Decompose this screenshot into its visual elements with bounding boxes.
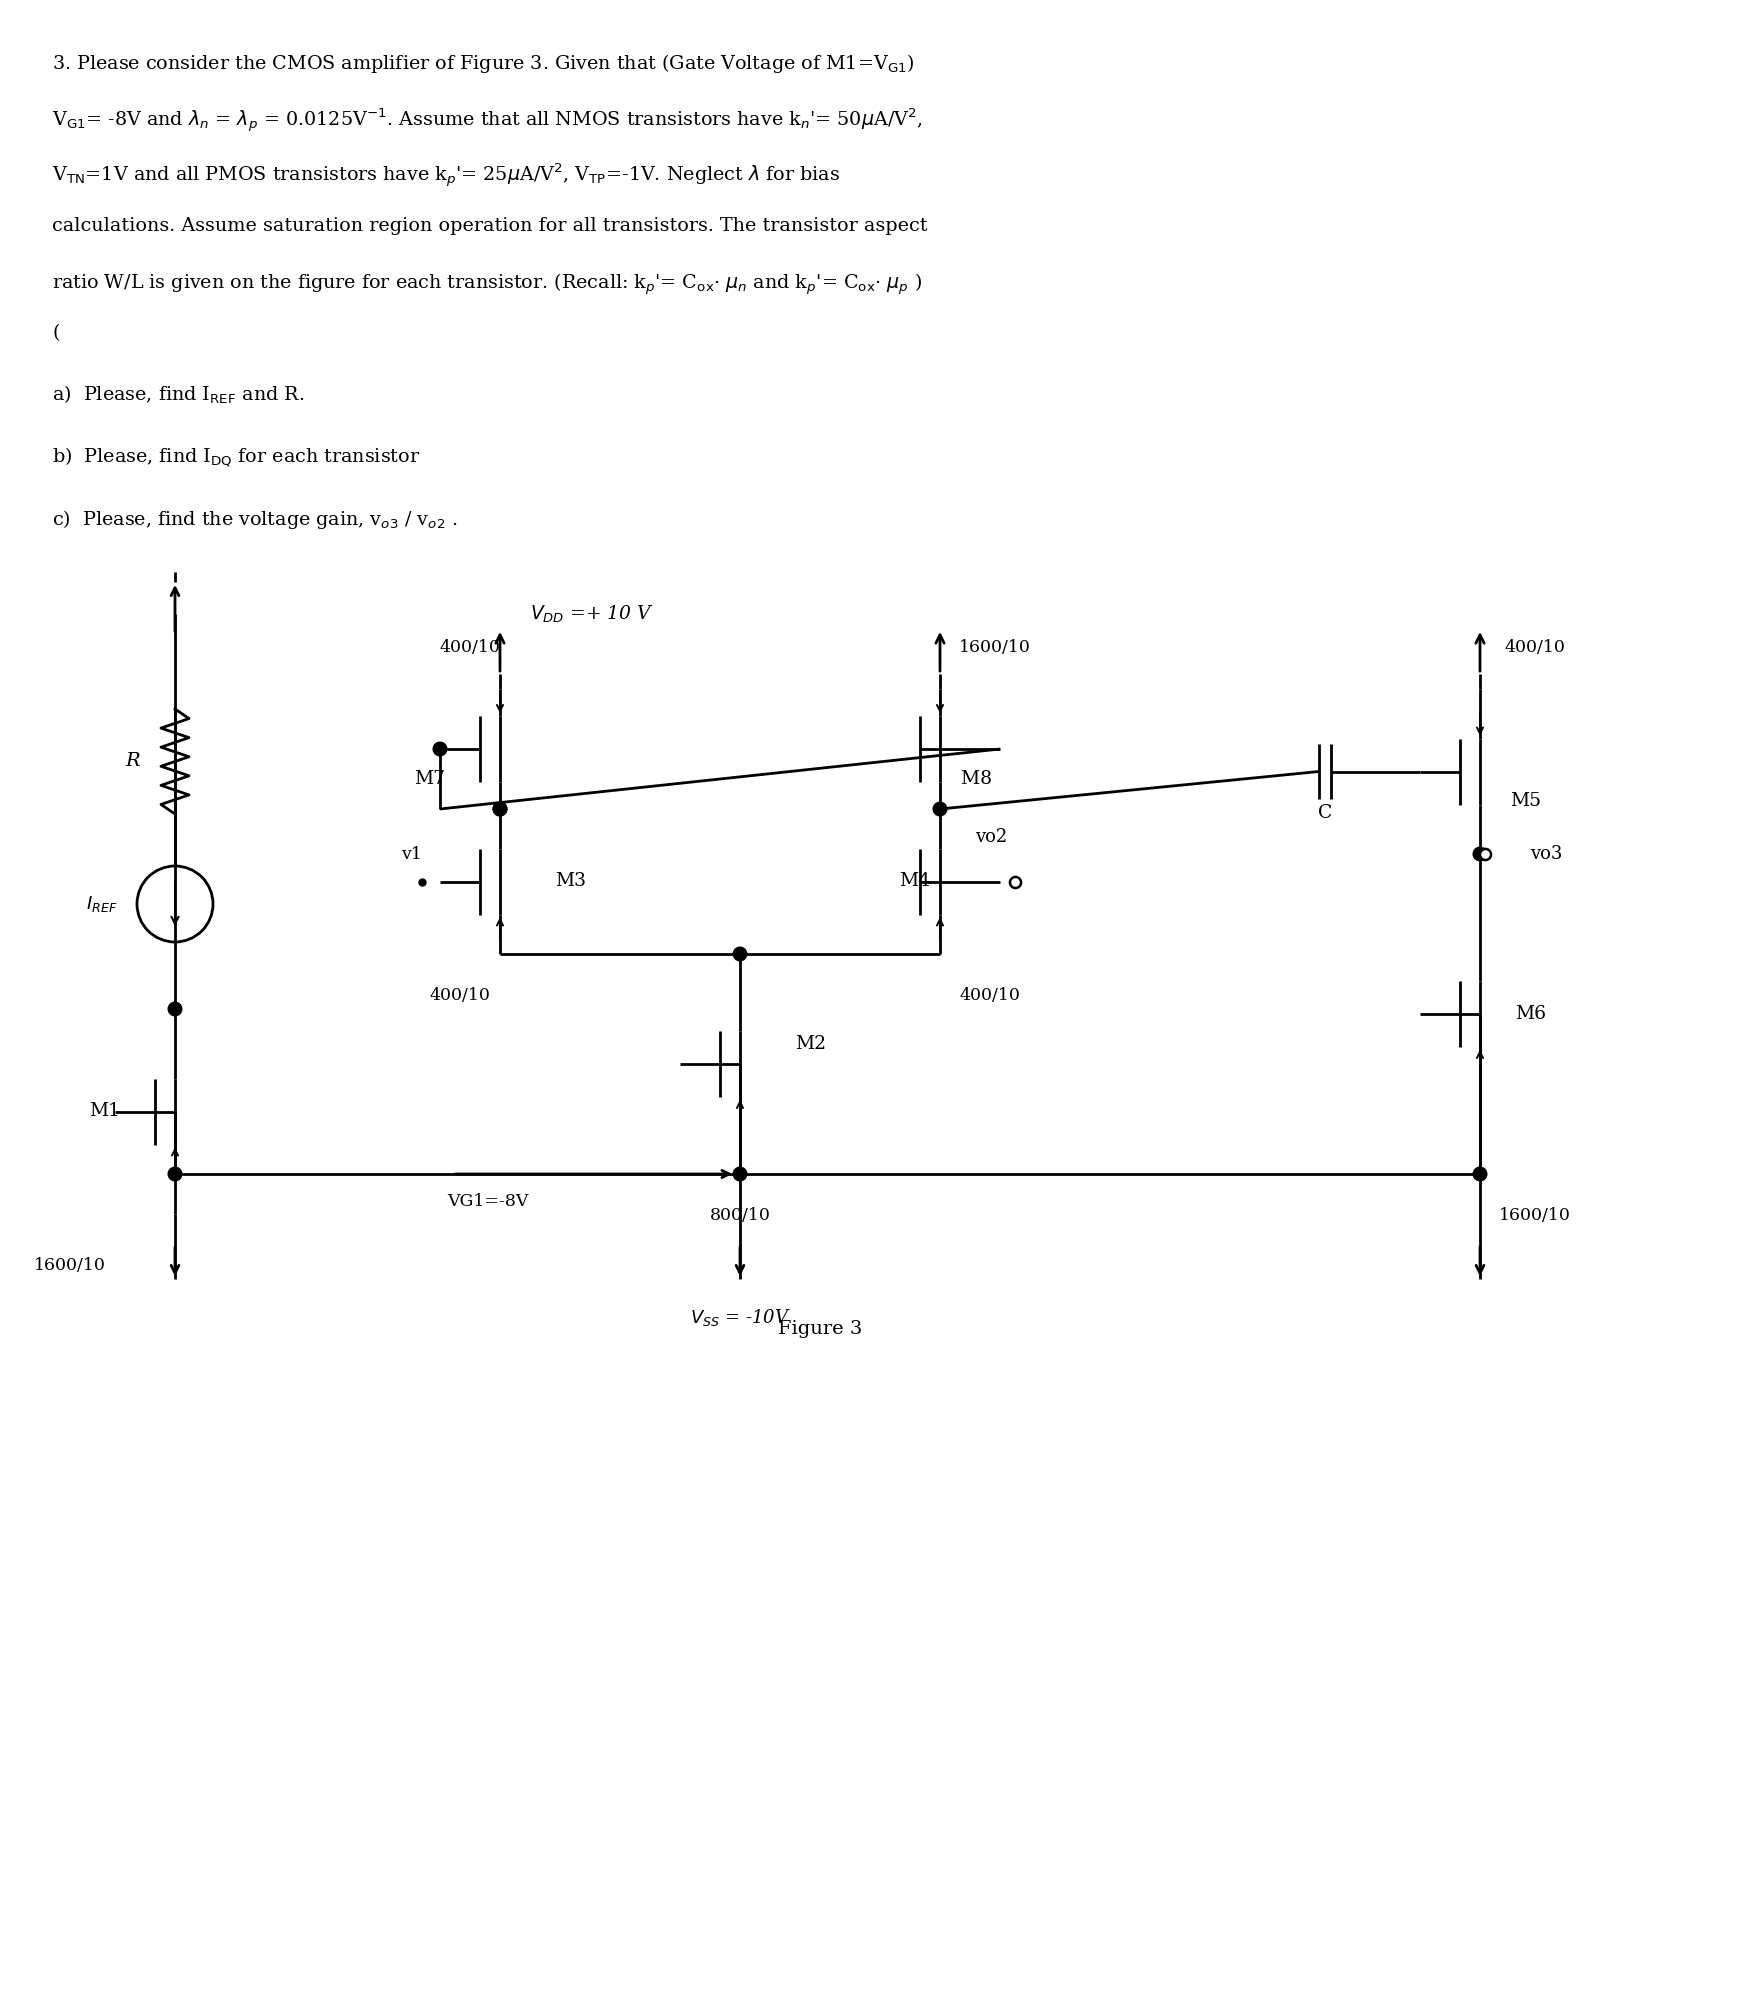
Text: vo2: vo2 — [975, 828, 1007, 846]
Text: V$_{\mathrm{TN}}$=1V and all PMOS transistors have k$_p$'= 25$\mu$A/V$^2$, V$_{\: V$_{\mathrm{TN}}$=1V and all PMOS transi… — [53, 161, 840, 189]
Circle shape — [169, 1003, 181, 1015]
Circle shape — [1472, 1168, 1486, 1180]
Circle shape — [169, 1168, 181, 1180]
Text: ratio W/L is given on the figure for each transistor. (Recall: k$_p$'= C$_{\math: ratio W/L is given on the figure for eac… — [53, 272, 921, 298]
Text: C: C — [1318, 804, 1332, 822]
Circle shape — [432, 743, 446, 755]
Circle shape — [733, 947, 747, 961]
Circle shape — [494, 802, 506, 816]
Text: R: R — [125, 753, 141, 771]
Text: M1: M1 — [90, 1102, 119, 1120]
Text: v1: v1 — [401, 846, 422, 864]
Circle shape — [494, 802, 506, 816]
Text: vo3: vo3 — [1529, 846, 1562, 864]
Text: b)  Please, find I$_{\mathrm{DQ}}$ for each transistor: b) Please, find I$_{\mathrm{DQ}}$ for ea… — [53, 445, 420, 469]
Text: V$_{\mathrm{G1}}$= -8V and $\lambda_n$ = $\lambda_p$ = 0.0125V$^{-1}$. Assume th: V$_{\mathrm{G1}}$= -8V and $\lambda_n$ =… — [53, 107, 922, 135]
Text: Figure 3: Figure 3 — [777, 1319, 861, 1337]
Text: calculations. Assume saturation region operation for all transistors. The transi: calculations. Assume saturation region o… — [53, 218, 928, 236]
Text: 3. Please consider the CMOS amplifier of Figure 3. Given that (Gate Voltage of M: 3. Please consider the CMOS amplifier of… — [53, 52, 914, 75]
Text: M4: M4 — [898, 872, 929, 890]
Text: 400/10: 400/10 — [1504, 638, 1564, 655]
Text: $V_{DD}$ =+ 10 V: $V_{DD}$ =+ 10 V — [529, 604, 654, 624]
Text: 1600/10: 1600/10 — [959, 638, 1030, 655]
Text: $I_{REF}$: $I_{REF}$ — [86, 894, 118, 914]
Circle shape — [733, 1168, 747, 1180]
Text: 1600/10: 1600/10 — [1499, 1208, 1571, 1225]
Circle shape — [1472, 848, 1486, 860]
Text: 400/10: 400/10 — [439, 638, 501, 655]
Text: VG1=-8V: VG1=-8V — [446, 1192, 527, 1210]
Text: 1600/10: 1600/10 — [33, 1257, 105, 1275]
Text: $V_{SS}$ = -10V: $V_{SS}$ = -10V — [689, 1307, 791, 1327]
Text: 400/10: 400/10 — [959, 987, 1019, 1005]
Text: c)  Please, find the voltage gain, v$_{o3}$ / v$_{o2}$ .: c) Please, find the voltage gain, v$_{o3… — [53, 508, 457, 532]
Text: M8: M8 — [954, 769, 991, 787]
Text: M6: M6 — [1515, 1005, 1544, 1023]
Text: (: ( — [53, 324, 60, 342]
Text: 800/10: 800/10 — [710, 1208, 770, 1225]
Text: M5: M5 — [1509, 792, 1541, 810]
Text: a)  Please, find I$_{\mathrm{REF}}$ and R.: a) Please, find I$_{\mathrm{REF}}$ and R… — [53, 385, 304, 407]
Text: 400/10: 400/10 — [429, 987, 490, 1005]
Text: M7: M7 — [413, 769, 445, 787]
Text: M2: M2 — [794, 1035, 826, 1053]
Circle shape — [933, 802, 947, 816]
Text: M3: M3 — [555, 872, 585, 890]
